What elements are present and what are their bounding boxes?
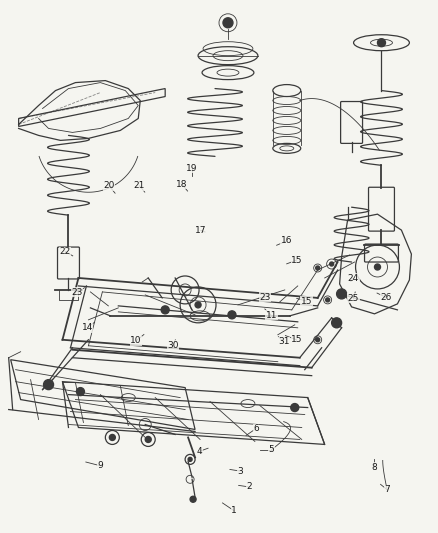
Text: 23: 23 (71, 287, 83, 296)
Text: 19: 19 (186, 164, 198, 173)
Circle shape (110, 434, 115, 440)
Circle shape (378, 39, 385, 47)
Text: 8: 8 (371, 463, 377, 472)
Circle shape (161, 306, 169, 314)
Circle shape (374, 264, 381, 270)
Circle shape (316, 266, 320, 270)
Text: 31: 31 (278, 337, 290, 346)
Text: 15: 15 (291, 256, 303, 264)
Circle shape (291, 403, 299, 411)
Circle shape (330, 262, 334, 266)
Circle shape (195, 302, 201, 308)
Text: 25: 25 (348, 294, 359, 303)
Text: 21: 21 (134, 181, 145, 190)
Circle shape (337, 289, 346, 299)
Text: 23: 23 (259, 293, 271, 302)
Text: 20: 20 (103, 181, 115, 190)
Text: 15: 15 (291, 335, 303, 344)
Text: 30: 30 (167, 341, 179, 350)
Text: 7: 7 (384, 485, 390, 494)
Circle shape (43, 379, 53, 390)
Text: 18: 18 (176, 180, 187, 189)
Circle shape (228, 311, 236, 319)
Circle shape (190, 496, 196, 502)
Text: 2: 2 (247, 482, 252, 491)
Circle shape (145, 437, 151, 442)
Circle shape (188, 457, 192, 462)
Text: 3: 3 (237, 466, 243, 475)
Text: 11: 11 (265, 311, 277, 320)
Circle shape (316, 338, 320, 342)
Text: 10: 10 (130, 336, 142, 345)
Circle shape (326, 298, 330, 302)
Text: 16: 16 (281, 237, 293, 246)
Text: 9: 9 (97, 461, 103, 470)
Circle shape (223, 18, 233, 28)
Text: 17: 17 (195, 226, 206, 235)
Text: 1: 1 (231, 506, 237, 515)
Text: 6: 6 (253, 424, 259, 433)
Circle shape (332, 318, 342, 328)
Text: 22: 22 (60, 247, 71, 256)
Circle shape (77, 387, 85, 395)
Text: 24: 24 (348, 273, 359, 282)
Text: 4: 4 (197, 447, 202, 456)
Text: 26: 26 (380, 293, 392, 302)
Text: 5: 5 (268, 445, 274, 454)
Text: 14: 14 (81, 323, 93, 332)
Text: 15: 15 (300, 296, 312, 305)
